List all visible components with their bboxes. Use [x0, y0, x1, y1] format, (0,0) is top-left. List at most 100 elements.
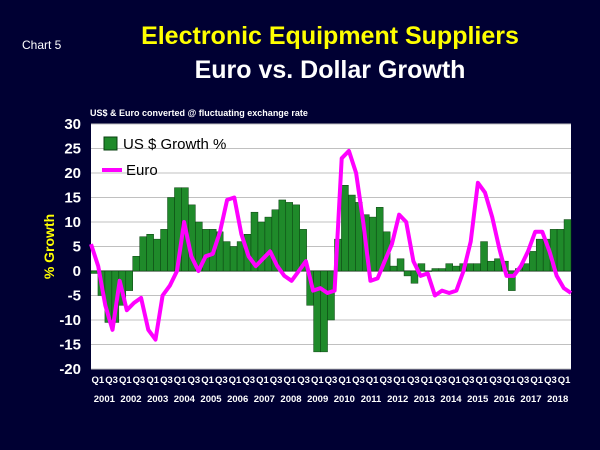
- legend-euro-label: Euro: [126, 162, 158, 179]
- y-tick-label: 20: [64, 165, 81, 182]
- x-year-tick-label: 2005: [200, 394, 222, 405]
- usd-growth-bar: [473, 263, 481, 272]
- usd-growth-bar: [466, 263, 474, 272]
- usd-growth-bar: [556, 229, 565, 272]
- x-quarter-tick-label: Q3: [188, 375, 201, 386]
- usd-growth-bar: [160, 229, 168, 272]
- x-year-tick-label: 2001: [94, 394, 116, 405]
- usd-growth-bar: [508, 270, 516, 291]
- x-year-tick-label: 2012: [387, 394, 408, 405]
- x-quarter-tick-label: Q1: [174, 375, 187, 386]
- x-quarter-tick-label: Q3: [105, 375, 118, 386]
- legend-usd-label: US $ Growth %: [123, 136, 226, 153]
- x-axis-ticks: Q1 Q3 Q1 Q3 Q1 Q3 Q1 Q3 Q1 Q3 Q1 Q3 Q1 Q3 Q1 Q3 Q1 Q3 Q1 Q3…: [92, 375, 572, 405]
- x-quarter-tick-label: Q1: [146, 375, 159, 386]
- y-axis-ticks: 30 25 20 15 10 5 0 -5 -10 -15 -20: [59, 116, 81, 378]
- usd-growth-bar: [285, 202, 293, 272]
- usd-growth-bar: [431, 268, 440, 272]
- usd-growth-bar: [445, 263, 453, 272]
- y-tick-label: 5: [73, 239, 81, 256]
- x-year-tick-label: 2007: [254, 394, 275, 405]
- y-tick-label: 25: [64, 141, 81, 158]
- x-year-tick-label: 2006: [227, 394, 248, 405]
- x-quarter-tick-label: Q3: [407, 375, 420, 386]
- legend: US $ Growth % Euro: [102, 136, 226, 179]
- x-quarter-tick-label: Q3: [434, 375, 447, 386]
- usd-growth-bar: [264, 216, 273, 272]
- usd-growth-bar: [236, 241, 245, 272]
- usd-growth-bar: [396, 258, 405, 272]
- usd-growth-bar: [341, 185, 349, 272]
- x-quarter-tick-label: Q1: [92, 375, 105, 386]
- x-quarter-tick-label: Q1: [119, 375, 132, 386]
- x-year-tick-label: 2018: [547, 394, 568, 405]
- x-year-tick-label: 2016: [494, 394, 515, 405]
- x-year-tick-label: 2010: [334, 394, 355, 405]
- chart-title: Electronic Equipment Suppliers: [141, 22, 519, 50]
- x-quarter-tick-label: Q3: [133, 375, 146, 386]
- x-year-tick-label: 2009: [307, 394, 328, 405]
- y-tick-label: -10: [59, 312, 81, 329]
- usd-growth-bar: [313, 270, 321, 353]
- y-axis-label: % Growth: [41, 214, 57, 279]
- usd-growth-bar: [535, 238, 544, 272]
- usd-growth-bar: [327, 270, 335, 321]
- usd-growth-bar: [222, 241, 231, 272]
- x-quarter-tick-label: Q1: [421, 375, 434, 386]
- y-tick-label: 0: [73, 263, 81, 280]
- x-quarter-tick-label: Q1: [503, 375, 516, 386]
- usd-growth-bar: [299, 229, 307, 272]
- x-quarter-tick-label: Q3: [297, 375, 310, 386]
- x-quarter-tick-label: Q3: [517, 375, 530, 386]
- usd-growth-bar: [278, 199, 287, 272]
- usd-growth-bar: [494, 258, 502, 272]
- x-quarter-tick-label: Q3: [544, 375, 557, 386]
- usd-growth-bar: [146, 234, 154, 272]
- usd-growth-bar: [90, 270, 99, 274]
- x-quarter-tick-label: Q1: [338, 375, 351, 386]
- x-quarter-tick-label: Q1: [448, 375, 461, 386]
- usd-growth-bar: [529, 251, 537, 272]
- x-year-tick-label: 2014: [440, 394, 462, 405]
- chart-number-label: Chart 5: [22, 38, 62, 52]
- x-year-tick-label: 2013: [414, 394, 435, 405]
- y-tick-label: 30: [64, 116, 81, 133]
- usd-growth-bar: [424, 270, 433, 272]
- x-quarter-tick-label: Q1: [229, 375, 242, 386]
- euro-growth-line: [89, 148, 573, 342]
- x-year-tick-label: 2003: [147, 394, 168, 405]
- usd-growth-bar: [389, 265, 398, 272]
- usd-growth-bar: [375, 207, 384, 272]
- y-tick-label: 10: [64, 214, 81, 231]
- x-year-tick-label: 2017: [520, 394, 541, 405]
- x-year-tick-label: 2004: [174, 394, 196, 405]
- usd-growth-bar: [139, 236, 147, 272]
- x-quarter-tick-label: Q3: [270, 375, 283, 386]
- exchange-rate-note: US$ & Euro converted @ fluctuating excha…: [90, 108, 308, 118]
- y-tick-label: -20: [59, 361, 81, 378]
- usd-growth-bar: [167, 197, 175, 272]
- x-quarter-tick-label: Q3: [380, 375, 393, 386]
- x-quarter-tick-label: Q1: [284, 375, 297, 386]
- x-quarter-tick-label: Q1: [530, 375, 543, 386]
- x-quarter-tick-label: Q1: [201, 375, 214, 386]
- usd-growth-bar: [452, 265, 460, 272]
- usd-growth-bar: [438, 268, 447, 272]
- usd-growth-bar: [369, 216, 377, 272]
- x-quarter-tick-label: Q1: [393, 375, 406, 386]
- y-tick-label: -5: [68, 288, 81, 305]
- x-quarter-tick-label: Q1: [311, 375, 324, 386]
- usd-growth-bar: [487, 260, 495, 272]
- x-quarter-tick-label: Q3: [352, 375, 365, 386]
- usd-growth-bar: [292, 204, 300, 272]
- usd-growth-bar: [403, 270, 412, 277]
- x-year-tick-label: 2008: [280, 394, 301, 405]
- usd-growth-bar: [125, 270, 133, 291]
- y-tick-label: -15: [59, 337, 81, 354]
- x-quarter-tick-label: Q3: [489, 375, 502, 386]
- x-quarter-tick-label: Q1: [476, 375, 489, 386]
- usd-growth-bar: [563, 219, 572, 272]
- usd-growth-bar: [410, 270, 419, 284]
- x-quarter-tick-label: Q1: [558, 375, 571, 386]
